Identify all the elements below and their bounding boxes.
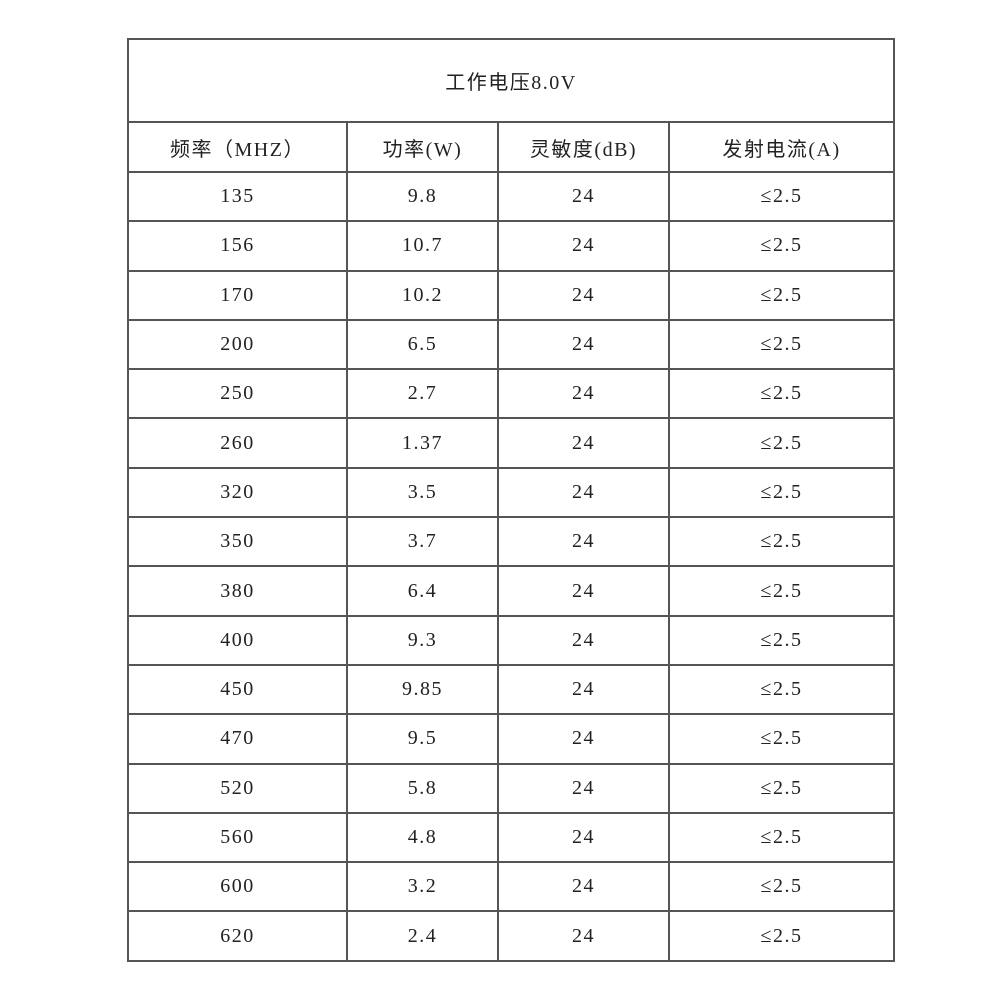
cell-current: ≤2.5 [668,466,895,519]
cell-power: 3.7 [346,516,499,568]
cell-current: ≤2.5 [668,861,895,913]
cell-power: 10.7 [346,220,499,272]
cell-current: ≤2.5 [668,318,895,371]
cell-current: ≤2.5 [668,170,895,223]
header-frequency: 频率（MHZ） [127,121,348,173]
cell-sensitivity: 24 [497,516,670,568]
cell-power: 3.2 [346,861,499,913]
cell-frequency: 350 [127,516,348,568]
header-row: 频率（MHZ） 功率(W) 灵敏度(dB) 发射电流(A) [127,121,895,173]
table-row: 350 3.7 24 ≤2.5 [127,516,895,568]
cell-frequency: 520 [127,762,348,814]
cell-power: 9.3 [346,614,499,666]
cell-frequency: 400 [127,614,348,666]
cell-power: 6.5 [346,318,499,371]
header-current: 发射电流(A) [668,121,895,173]
cell-current: ≤2.5 [668,910,895,962]
table-row: 200 6.5 24 ≤2.5 [127,318,895,371]
cell-power: 9.5 [346,713,499,765]
cell-sensitivity: 24 [497,417,670,469]
table-row: 380 6.4 24 ≤2.5 [127,565,895,617]
cell-frequency: 135 [127,170,348,223]
table-title: 工作电压8.0V [127,38,895,123]
cell-frequency: 320 [127,466,348,519]
cell-current: ≤2.5 [668,663,895,716]
cell-sensitivity: 24 [497,762,670,814]
table-row: 156 10.7 24 ≤2.5 [127,220,895,272]
cell-sensitivity: 24 [497,811,670,864]
cell-sensitivity: 24 [497,663,670,716]
cell-current: ≤2.5 [668,220,895,272]
cell-sensitivity: 24 [497,318,670,371]
cell-sensitivity: 24 [497,861,670,913]
table-row: 135 9.8 24 ≤2.5 [127,170,895,223]
cell-sensitivity: 24 [497,269,670,321]
table-row: 560 4.8 24 ≤2.5 [127,811,895,864]
cell-frequency: 250 [127,368,348,420]
cell-frequency: 200 [127,318,348,371]
cell-sensitivity: 24 [497,170,670,223]
cell-frequency: 620 [127,910,348,962]
cell-power: 9.8 [346,170,499,223]
table-row: 170 10.2 24 ≤2.5 [127,269,895,321]
cell-power: 2.7 [346,368,499,420]
table-row: 400 9.3 24 ≤2.5 [127,614,895,666]
table-row: 520 5.8 24 ≤2.5 [127,762,895,814]
cell-frequency: 470 [127,713,348,765]
cell-sensitivity: 24 [497,220,670,272]
cell-power: 4.8 [346,811,499,864]
table-row: 620 2.4 24 ≤2.5 [127,910,895,962]
cell-frequency: 600 [127,861,348,913]
cell-sensitivity: 24 [497,713,670,765]
cell-current: ≤2.5 [668,269,895,321]
cell-power: 6.4 [346,565,499,617]
cell-frequency: 450 [127,663,348,716]
cell-power: 2.4 [346,910,499,962]
cell-frequency: 260 [127,417,348,469]
cell-current: ≤2.5 [668,614,895,666]
cell-sensitivity: 24 [497,614,670,666]
cell-power: 3.5 [346,466,499,519]
cell-sensitivity: 24 [497,565,670,617]
cell-current: ≤2.5 [668,811,895,864]
table-row: 320 3.5 24 ≤2.5 [127,466,895,519]
table-row: 600 3.2 24 ≤2.5 [127,861,895,913]
cell-frequency: 170 [127,269,348,321]
cell-frequency: 380 [127,565,348,617]
cell-frequency: 156 [127,220,348,272]
cell-current: ≤2.5 [668,368,895,420]
table-row: 250 2.7 24 ≤2.5 [127,368,895,420]
cell-sensitivity: 24 [497,368,670,420]
table-row: 450 9.85 24 ≤2.5 [127,663,895,716]
table-row: 260 1.37 24 ≤2.5 [127,417,895,469]
spec-table: 工作电压8.0V 频率（MHZ） 功率(W) 灵敏度(dB) 发射电流(A) 1… [127,38,895,962]
cell-power: 1.37 [346,417,499,469]
title-row: 工作电压8.0V [127,38,895,123]
cell-current: ≤2.5 [668,417,895,469]
cell-current: ≤2.5 [668,516,895,568]
cell-current: ≤2.5 [668,713,895,765]
cell-power: 10.2 [346,269,499,321]
cell-sensitivity: 24 [497,910,670,962]
cell-current: ≤2.5 [668,565,895,617]
cell-power: 9.85 [346,663,499,716]
cell-current: ≤2.5 [668,762,895,814]
table-row: 470 9.5 24 ≤2.5 [127,713,895,765]
header-sensitivity: 灵敏度(dB) [497,121,670,173]
cell-power: 5.8 [346,762,499,814]
cell-sensitivity: 24 [497,466,670,519]
header-power: 功率(W) [346,121,499,173]
cell-frequency: 560 [127,811,348,864]
